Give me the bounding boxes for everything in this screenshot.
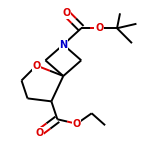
Text: O: O — [62, 8, 70, 18]
Text: O: O — [35, 128, 44, 138]
Text: O: O — [32, 60, 41, 71]
Text: N: N — [59, 40, 67, 50]
Text: O: O — [73, 119, 81, 129]
Text: O: O — [95, 23, 103, 33]
